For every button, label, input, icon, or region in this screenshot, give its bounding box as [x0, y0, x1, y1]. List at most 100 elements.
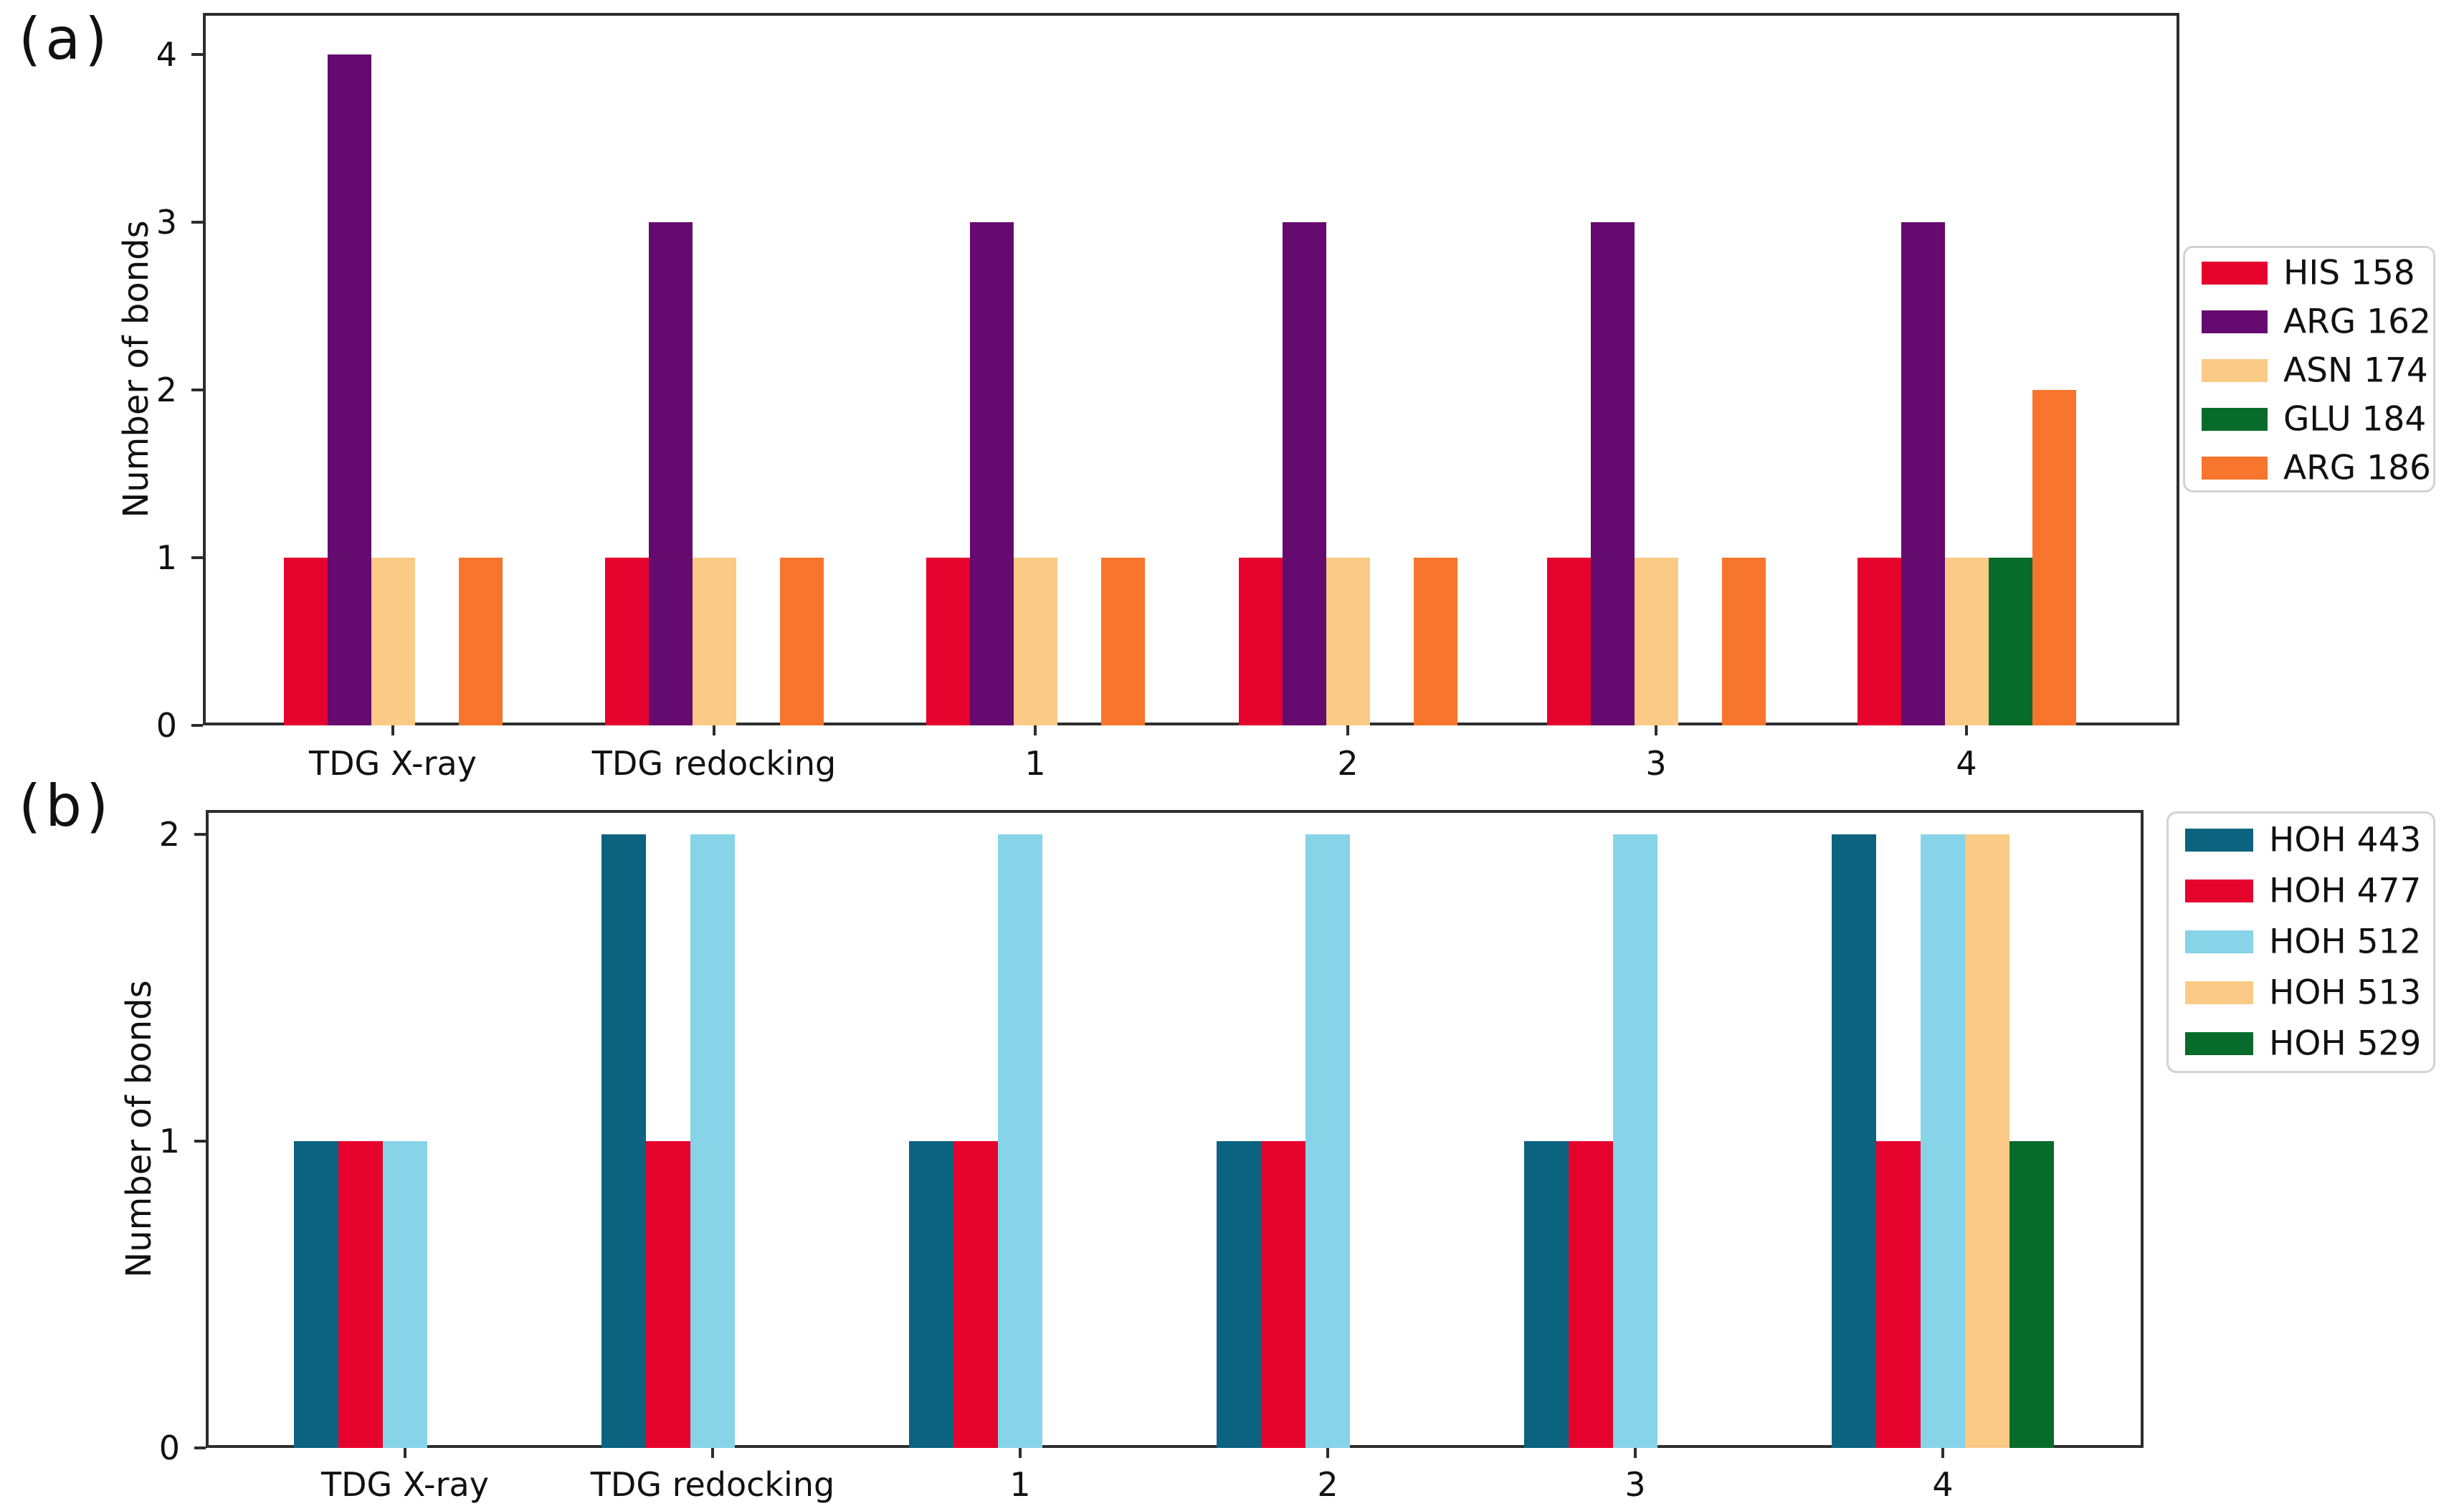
y-tick-label-a: 4 — [156, 35, 177, 75]
x-tick-mark-b — [711, 1448, 714, 1458]
x-tick-mark-a — [1346, 725, 1349, 735]
bar-b-hoh-513-4 — [1965, 834, 2009, 1448]
legend-label-glu-184: GLU 184 — [2283, 399, 2427, 439]
x-tick-label-b-2: 2 — [1317, 1465, 1338, 1504]
x-tick-label-b-tdg-x-ray: TDG X-ray — [321, 1465, 489, 1504]
y-tick-label-a: 3 — [156, 203, 177, 242]
legend-label-arg-162: ARG 162 — [2283, 302, 2431, 342]
bar-b-hoh-512-3 — [1613, 834, 1657, 1448]
x-tick-label-a-4: 4 — [1956, 744, 1977, 783]
bar-a-asn-174-tdg-x-ray — [371, 558, 415, 725]
bar-a-glu-184-4 — [1988, 558, 2032, 725]
x-tick-label-b-3: 3 — [1625, 1465, 1646, 1504]
legend-swatch-hoh-512 — [2185, 930, 2253, 953]
y-tick-label-a: 1 — [156, 538, 177, 578]
x-tick-mark-b — [1634, 1448, 1637, 1458]
y-tick-mark-a — [191, 221, 203, 224]
bar-b-hoh-512-tdg-x-ray — [383, 1141, 427, 1448]
y-tick-label-a: 0 — [156, 706, 177, 745]
bar-b-hoh-477-tdg-redocking — [646, 1141, 690, 1448]
x-tick-mark-a — [1655, 725, 1657, 735]
x-tick-mark-a — [391, 725, 394, 735]
bar-b-hoh-512-4 — [1921, 834, 1965, 1448]
y-tick-mark-a — [191, 556, 203, 560]
y-tick-mark-a — [191, 389, 203, 392]
y-tick-mark-b — [194, 1447, 206, 1449]
panel-b-label: (b) — [19, 773, 113, 839]
x-tick-label-a-1: 1 — [1024, 744, 1046, 783]
y-tick-label-b: 1 — [158, 1122, 180, 1161]
panel-a-y-axis-label: Number of bonds — [116, 220, 156, 518]
bar-a-his-158-2 — [1238, 558, 1283, 725]
x-tick-label-a-tdg-x-ray: TDG X-ray — [309, 744, 477, 783]
panel-a-plot-area — [203, 13, 2179, 725]
x-tick-mark-b — [1941, 1448, 1944, 1458]
bar-b-hoh-443-1 — [909, 1141, 953, 1448]
bar-b-hoh-443-3 — [1524, 1141, 1569, 1448]
y-tick-mark-a — [191, 53, 203, 57]
panel-a-label: (a) — [19, 6, 112, 72]
legend-label-hoh-513: HOH 513 — [2269, 973, 2422, 1013]
bar-a-his-158-3 — [1546, 558, 1591, 725]
x-tick-mark-a — [1965, 725, 1968, 735]
legend-swatch-hoh-443 — [2185, 829, 2253, 852]
legend-swatch-his-158 — [2202, 262, 2268, 285]
legend-label-arg-186: ARG 186 — [2283, 448, 2431, 488]
bar-a-asn-174-1 — [1013, 558, 1057, 725]
legend-swatch-hoh-477 — [2185, 880, 2253, 902]
y-tick-mark-b — [194, 833, 206, 837]
x-tick-mark-b — [1326, 1448, 1329, 1458]
y-tick-label-b: 0 — [158, 1429, 180, 1467]
bar-b-hoh-443-tdg-x-ray — [294, 1141, 338, 1448]
bar-a-arg-186-3 — [1721, 558, 1766, 725]
y-tick-mark-b — [194, 1140, 206, 1143]
bar-b-hoh-512-1 — [998, 834, 1042, 1448]
bar-b-hoh-529-4 — [2009, 1141, 2054, 1448]
bar-b-hoh-512-tdg-redocking — [690, 834, 735, 1448]
bar-a-arg-186-2 — [1413, 558, 1457, 725]
bar-a-asn-174-tdg-redocking — [692, 558, 736, 725]
bar-b-hoh-443-2 — [1217, 1141, 1261, 1448]
x-tick-label-b-1: 1 — [1009, 1465, 1031, 1504]
x-tick-mark-b — [1019, 1448, 1022, 1458]
legend-swatch-arg-162 — [2202, 310, 2268, 333]
legend-swatch-arg-186 — [2202, 457, 2268, 480]
legend-swatch-hoh-513 — [2185, 981, 2253, 1004]
bar-b-hoh-477-3 — [1569, 1141, 1613, 1448]
bar-b-hoh-477-2 — [1261, 1141, 1305, 1448]
x-tick-label-a-3: 3 — [1645, 744, 1667, 783]
y-tick-label-a: 2 — [156, 371, 177, 410]
x-tick-mark-a — [1034, 725, 1037, 735]
x-tick-label-b-tdg-redocking: TDG redocking — [590, 1465, 835, 1504]
bar-b-hoh-477-tdg-x-ray — [338, 1141, 383, 1448]
bar-b-hoh-477-1 — [953, 1141, 998, 1448]
legend-swatch-hoh-529 — [2185, 1032, 2253, 1055]
bar-b-hoh-477-4 — [1876, 1141, 1921, 1448]
bar-a-arg-186-tdg-x-ray — [458, 558, 503, 725]
bar-a-arg-186-tdg-redocking — [779, 558, 824, 725]
bar-a-arg-186-4 — [2032, 390, 2076, 725]
x-tick-mark-a — [713, 725, 715, 735]
x-tick-mark-b — [404, 1448, 406, 1458]
y-tick-label-b: 2 — [158, 815, 180, 854]
legend-label-hoh-443: HOH 443 — [2269, 820, 2422, 860]
bar-a-asn-174-3 — [1634, 558, 1678, 725]
bar-a-arg-162-tdg-x-ray — [327, 54, 371, 725]
bar-a-arg-162-3 — [1590, 222, 1635, 725]
legend-label-asn-174: ASN 174 — [2283, 351, 2428, 391]
x-tick-label-a-2: 2 — [1337, 744, 1359, 783]
bar-b-hoh-443-4 — [1832, 834, 1876, 1448]
legend-label-his-158: HIS 158 — [2283, 253, 2415, 293]
panel-b-plot-area — [206, 810, 2144, 1448]
bar-a-arg-162-tdg-redocking — [648, 222, 693, 725]
bar-a-his-158-1 — [926, 558, 970, 725]
bar-a-arg-186-1 — [1100, 558, 1145, 725]
bar-b-hoh-443-tdg-redocking — [601, 834, 646, 1448]
bar-a-arg-162-2 — [1282, 222, 1326, 725]
legend-swatch-glu-184 — [2202, 408, 2268, 431]
bar-a-arg-162-1 — [969, 222, 1014, 725]
bar-a-asn-174-4 — [1944, 558, 1989, 725]
legend-label-hoh-477: HOH 477 — [2269, 871, 2422, 911]
legend-label-hoh-512: HOH 512 — [2269, 922, 2422, 962]
